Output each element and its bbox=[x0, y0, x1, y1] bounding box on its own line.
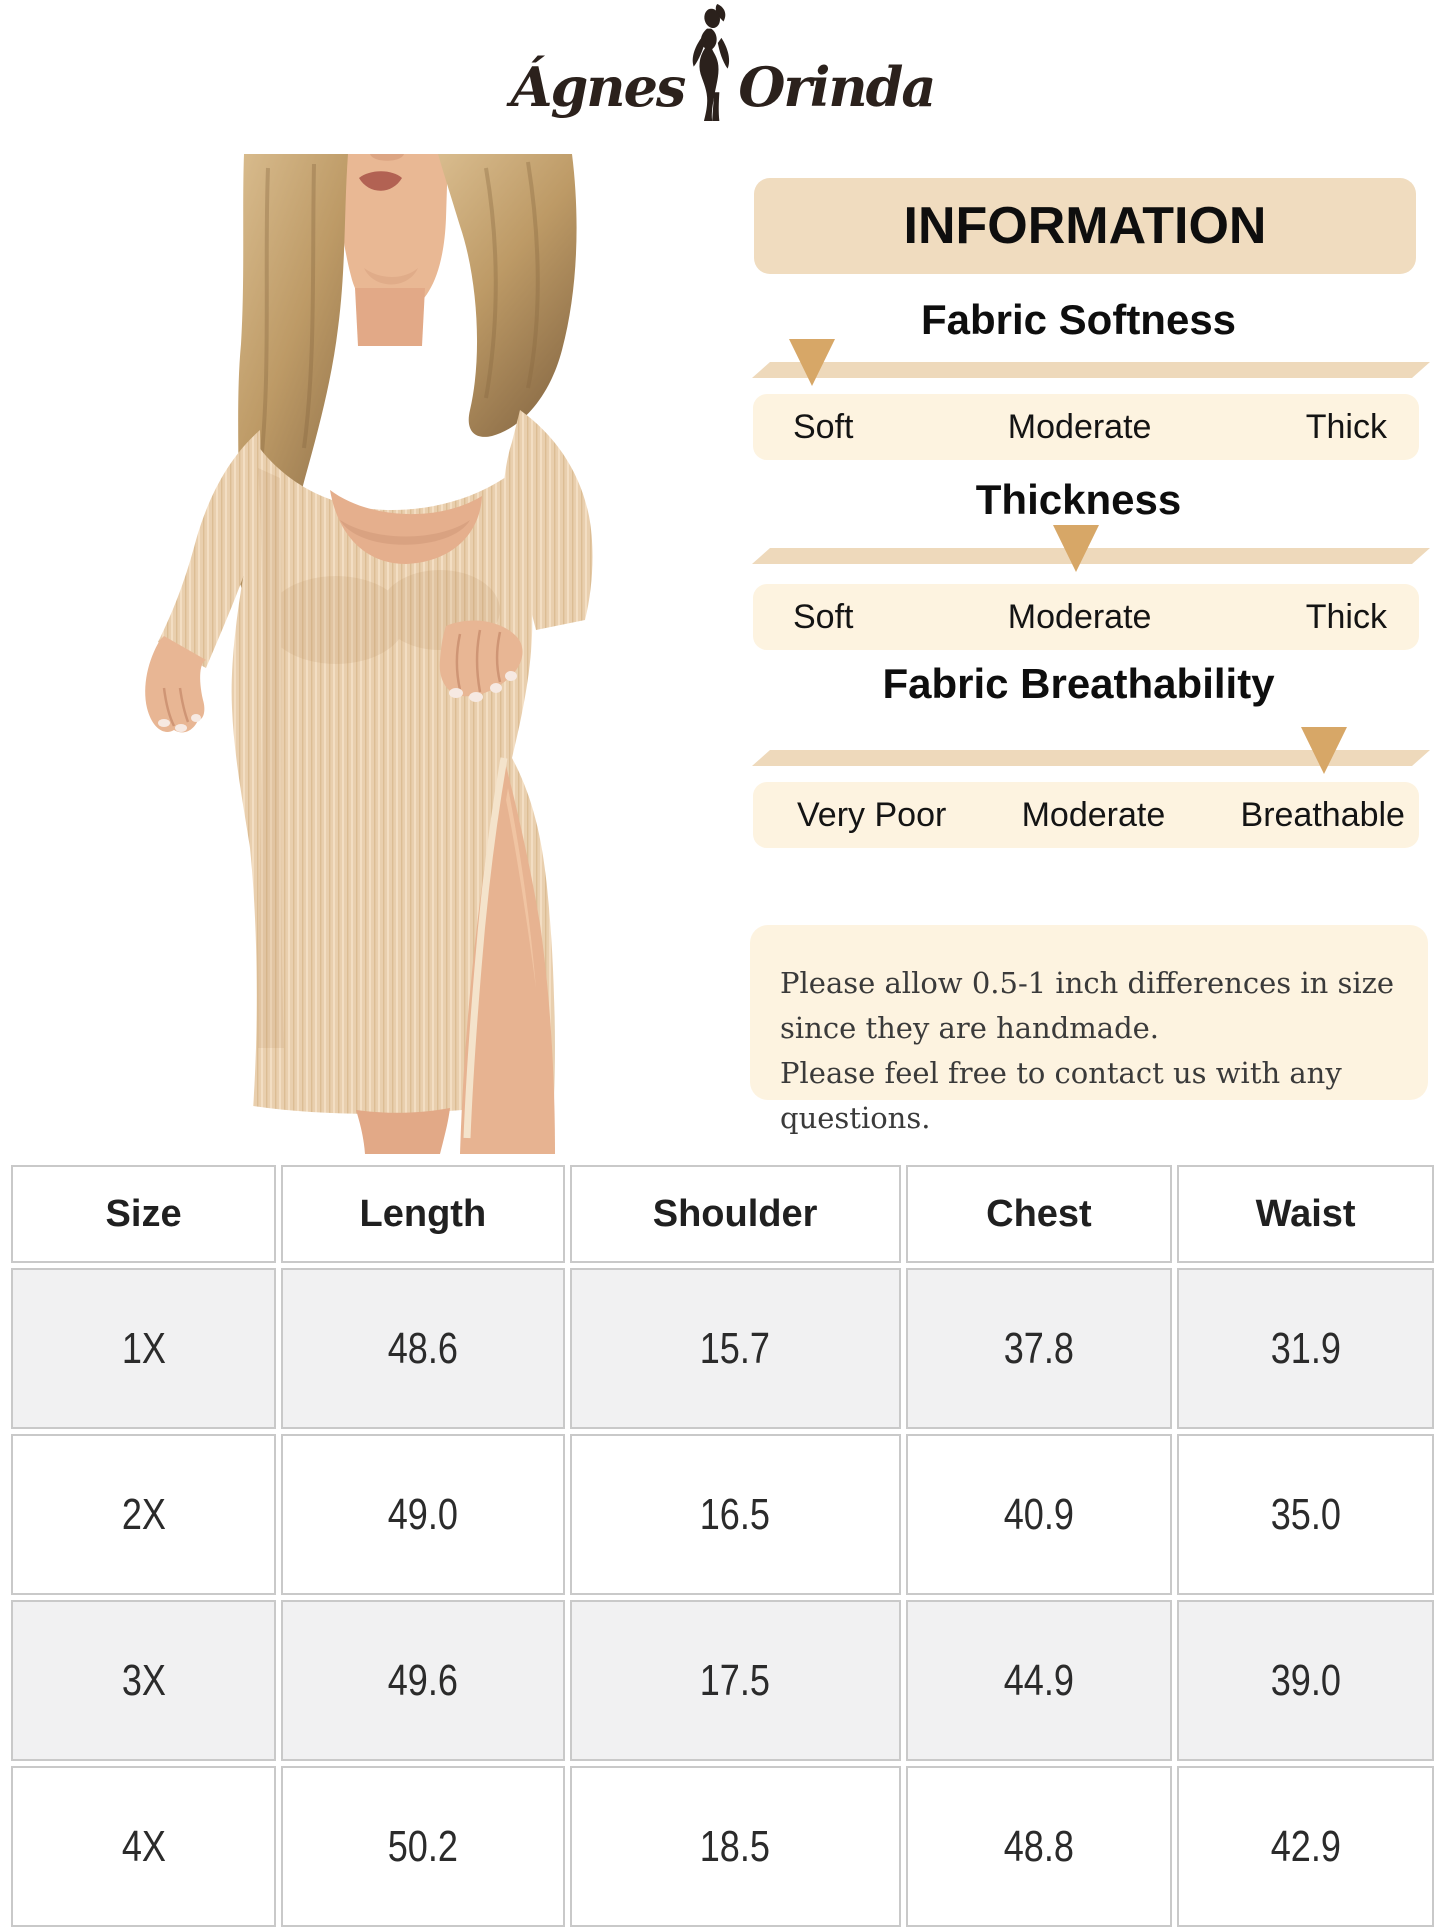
col-header-length: Length bbox=[281, 1165, 565, 1263]
scale-label: Breathable bbox=[1240, 795, 1405, 834]
fabric-softness-labels: Soft Moderate Thick bbox=[753, 394, 1419, 460]
brand-logo: Ágnes Orinda bbox=[510, 4, 936, 122]
cell-waist: 31.9 bbox=[1177, 1268, 1434, 1429]
brand-name-left: Ágnes bbox=[510, 55, 687, 120]
col-header-size: Size bbox=[11, 1165, 277, 1263]
note-line: since they are handmade. bbox=[780, 1011, 1160, 1045]
size-note-box: Please allow 0.5-1 inch differences in s… bbox=[750, 925, 1428, 1135]
col-header-waist: Waist bbox=[1177, 1165, 1434, 1263]
cell-waist: 39.0 bbox=[1177, 1600, 1434, 1761]
model-illustration bbox=[145, 154, 593, 1154]
table-row-1x: 1X 48.6 15.7 37.8 31.9 bbox=[11, 1268, 1434, 1429]
cell-waist: 35.0 bbox=[1177, 1434, 1434, 1595]
model-neck bbox=[355, 288, 425, 346]
cell-size: 2X bbox=[11, 1434, 277, 1595]
fabric-breathability-scale bbox=[740, 726, 1430, 774]
table-row-4x: 4X 50.2 18.5 48.8 42.9 bbox=[11, 1766, 1434, 1927]
cell-chest: 37.8 bbox=[905, 1268, 1173, 1429]
information-title: INFORMATION bbox=[754, 178, 1416, 274]
scale-label: Moderate bbox=[1021, 795, 1166, 834]
scale-arrow-icon bbox=[1053, 525, 1099, 572]
col-header-shoulder: Shoulder bbox=[569, 1165, 901, 1263]
cell-chest: 44.9 bbox=[905, 1600, 1173, 1761]
cell-length: 48.6 bbox=[281, 1268, 565, 1429]
cell-size: 3X bbox=[11, 1600, 277, 1761]
cell-chest: 40.9 bbox=[905, 1434, 1173, 1595]
col-header-chest: Chest bbox=[905, 1165, 1173, 1263]
information-panel: INFORMATION Fabric Softness Soft Moderat… bbox=[740, 178, 1430, 1135]
table-row-3x: 3X 49.6 17.5 44.9 39.0 bbox=[11, 1600, 1434, 1761]
left-hand bbox=[145, 636, 206, 733]
slit-leg bbox=[460, 757, 555, 1154]
model-photo bbox=[108, 148, 603, 1154]
cell-length: 49.6 bbox=[281, 1600, 565, 1761]
thickness-labels: Soft Moderate Thick bbox=[753, 584, 1419, 650]
scale-arrow-icon bbox=[789, 339, 835, 386]
cell-size: 1X bbox=[11, 1268, 277, 1429]
scale-label: Thick bbox=[1305, 407, 1387, 446]
dress-shading bbox=[258, 468, 500, 1048]
fabric-softness-heading: Fabric Softness bbox=[920, 296, 1237, 343]
fabric-breathability-labels: Very Poor Moderate Breathable bbox=[753, 782, 1419, 848]
scale-bar bbox=[752, 750, 1430, 766]
table-row-2x: 2X 49.0 16.5 40.9 35.0 bbox=[11, 1434, 1434, 1595]
cell-chest: 48.8 bbox=[905, 1766, 1173, 1927]
model-face bbox=[338, 154, 448, 316]
fabric-breathability-heading: Fabric Breathability bbox=[882, 660, 1275, 707]
scale-label: Soft bbox=[793, 597, 854, 636]
thickness-heading: Thickness bbox=[975, 476, 1182, 523]
cell-shoulder: 17.5 bbox=[569, 1600, 901, 1761]
size-chart-table: Size Length Shoulder Chest Waist 1X 48.6… bbox=[6, 1160, 1439, 1927]
cell-shoulder: 15.7 bbox=[569, 1268, 901, 1429]
note-line: Please allow 0.5-1 inch differences in s… bbox=[780, 966, 1395, 1000]
left-leg bbox=[356, 1108, 450, 1154]
table-header-row: Size Length Shoulder Chest Waist bbox=[11, 1165, 1434, 1263]
scale-label: Moderate bbox=[1007, 407, 1152, 446]
scale-label: Soft bbox=[793, 407, 854, 446]
cell-waist: 42.9 bbox=[1177, 1766, 1434, 1927]
scale-label: Moderate bbox=[1007, 597, 1152, 636]
right-hand bbox=[439, 620, 523, 702]
brand-name-right: Orinda bbox=[738, 55, 936, 120]
scale-bar bbox=[752, 362, 1430, 378]
note-line: Please feel free to contact us with any … bbox=[780, 1056, 1342, 1135]
cell-shoulder: 18.5 bbox=[569, 1766, 901, 1927]
left-sleeve bbox=[158, 430, 261, 668]
chest-cutout bbox=[330, 490, 482, 564]
cell-length: 50.2 bbox=[281, 1766, 565, 1927]
cutout-shadow bbox=[340, 520, 470, 545]
scale-arrow-icon bbox=[1301, 727, 1347, 774]
cell-size: 4X bbox=[11, 1766, 277, 1927]
dress-silhouette bbox=[231, 446, 555, 1114]
woman-silhouette-icon bbox=[692, 4, 730, 121]
scale-label: Thick bbox=[1305, 597, 1387, 636]
cell-length: 49.0 bbox=[281, 1434, 565, 1595]
scale-label: Very Poor bbox=[797, 795, 947, 834]
cell-shoulder: 16.5 bbox=[569, 1434, 901, 1595]
fabric-softness-scale bbox=[740, 338, 1430, 386]
thickness-scale bbox=[740, 524, 1430, 572]
